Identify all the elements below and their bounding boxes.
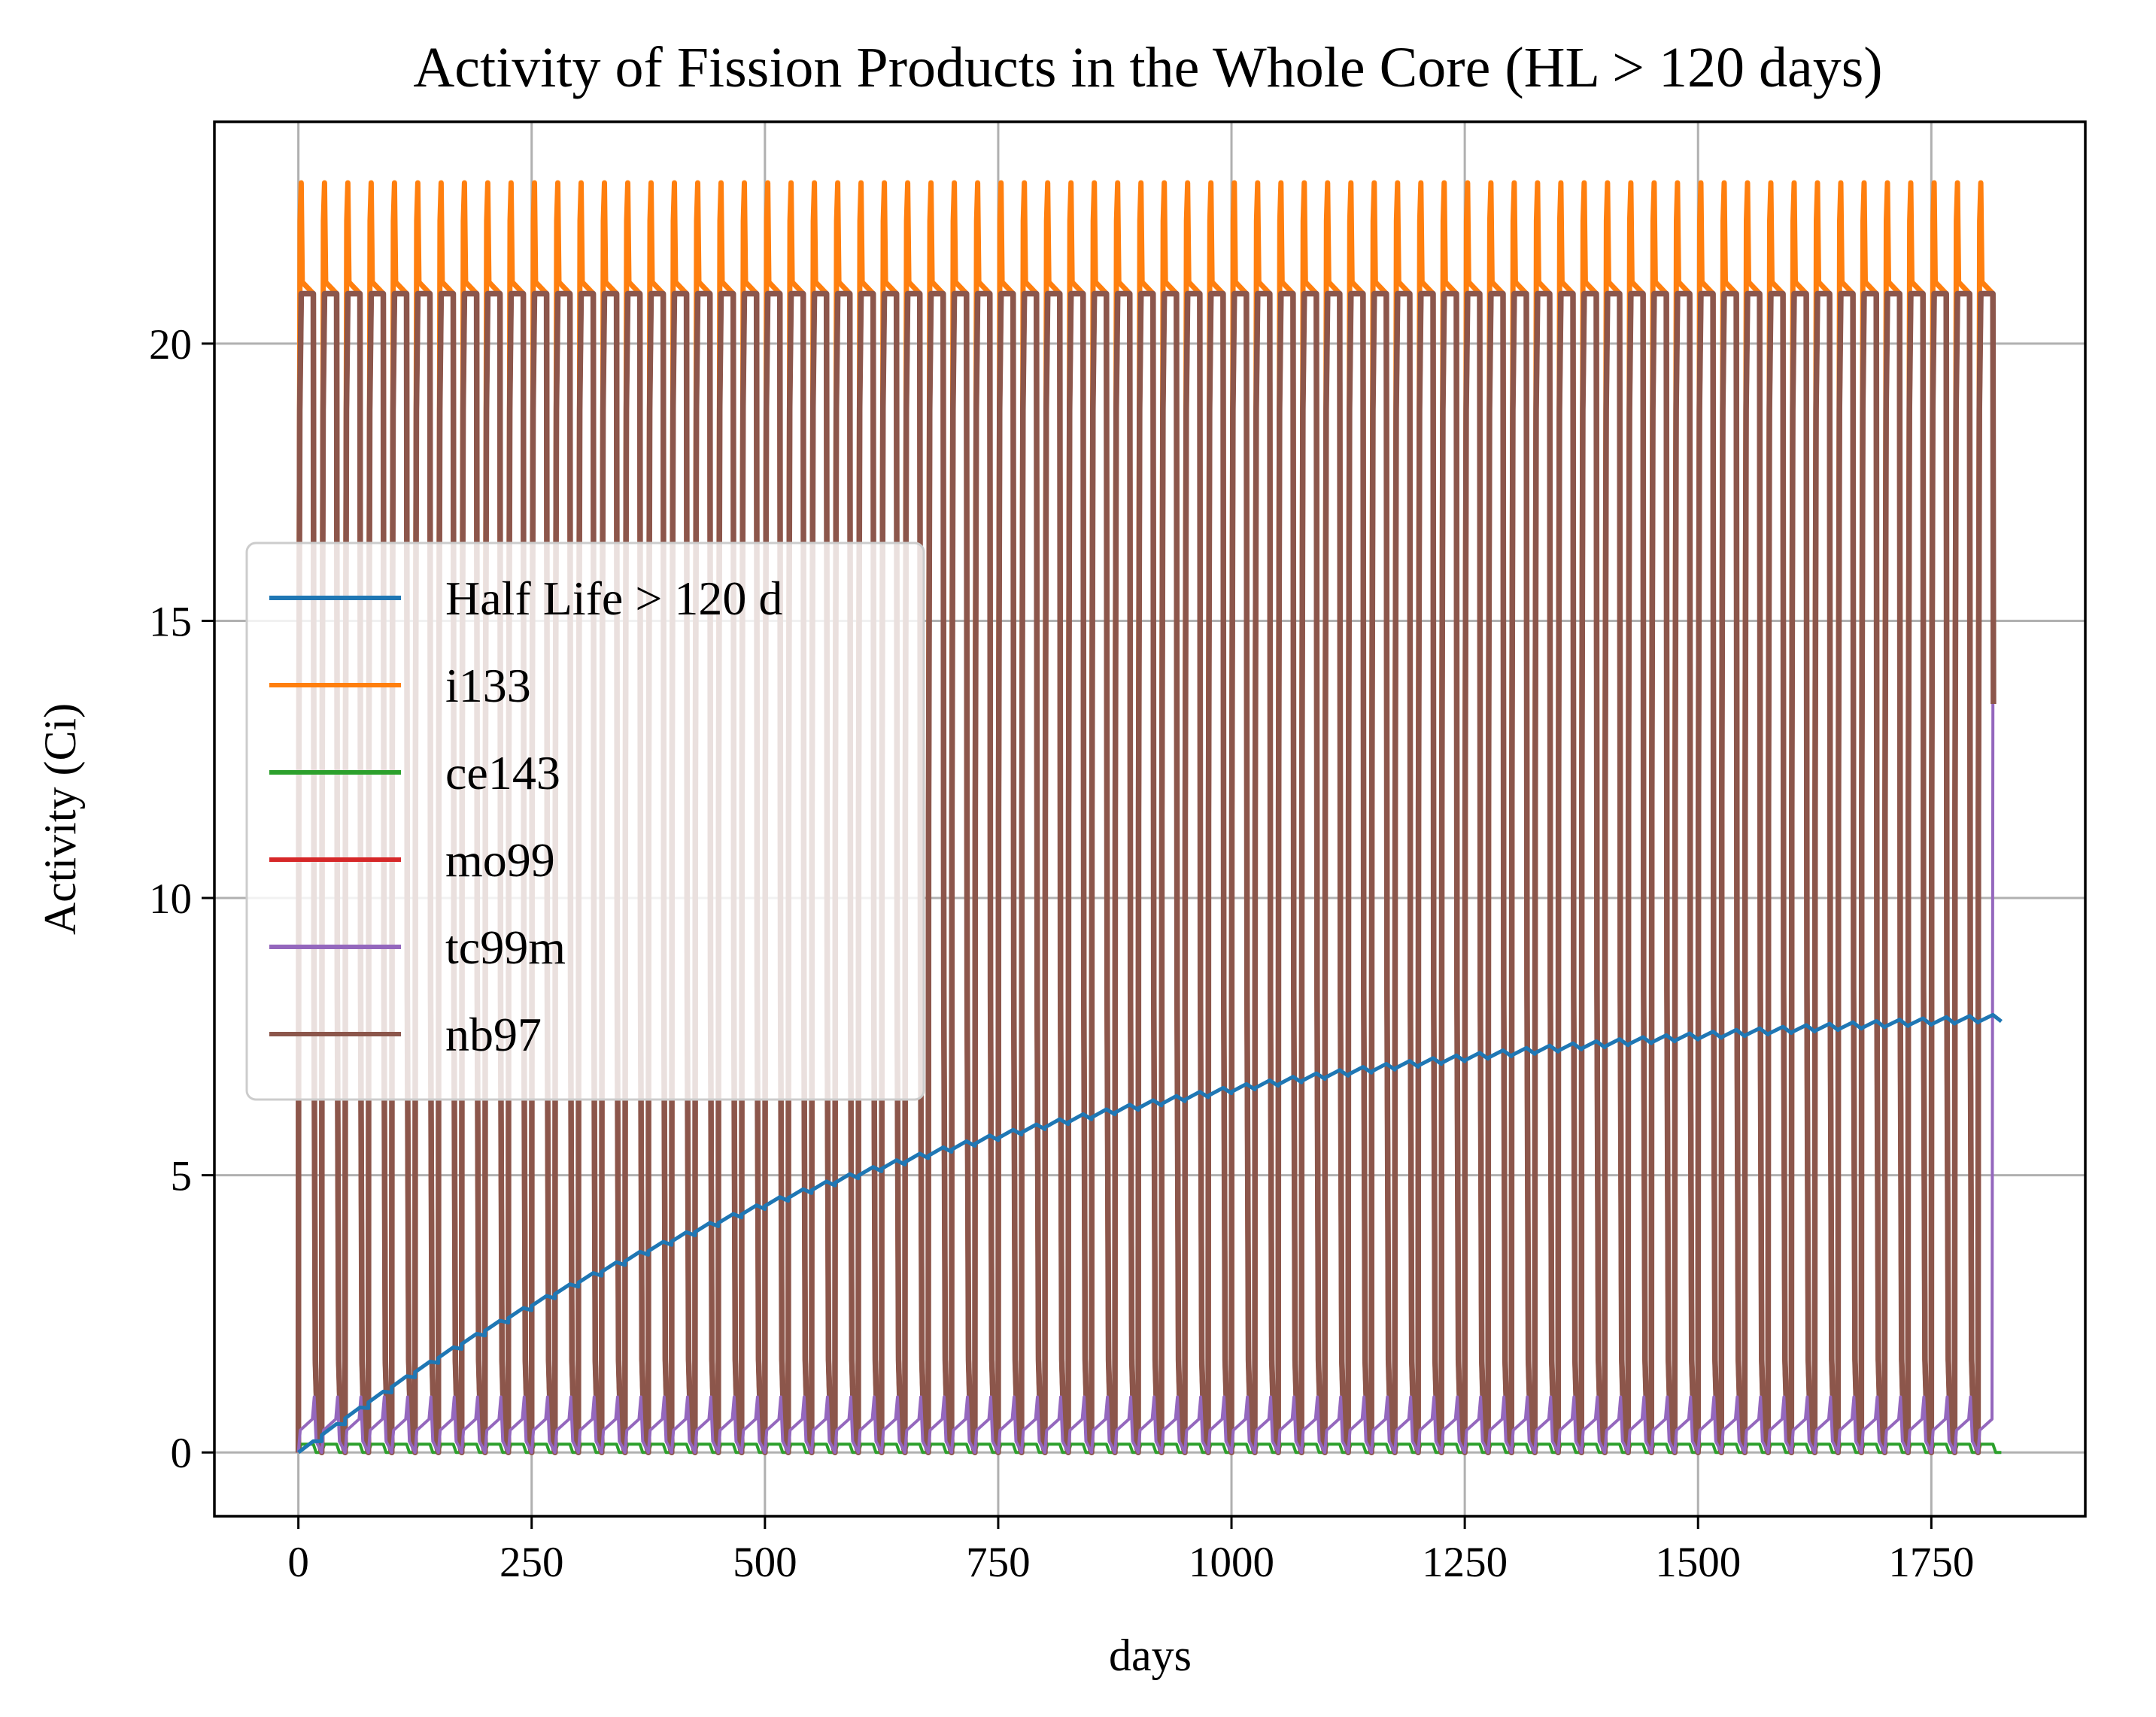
legend-label: nb97 <box>445 1008 542 1061</box>
y-tick-label: 5 <box>171 1153 193 1200</box>
legend: Half Life > 120 d i133 ce143 mo99 tc99m nb97 <box>245 541 925 1101</box>
legend-entry: nb97 <box>269 1008 542 1061</box>
legend-label: Half Life > 120 d <box>445 572 782 625</box>
legend-entry: mo99 <box>269 833 555 887</box>
y-tick-label: 0 <box>171 1430 193 1477</box>
x-tick-label: 0 <box>287 1539 309 1586</box>
y-tick-label: 15 <box>149 598 192 645</box>
x-tick-label: 250 <box>500 1539 564 1586</box>
chart-title: Activity of Fission Products in the Whol… <box>413 36 1882 99</box>
legend-label: mo99 <box>445 833 555 887</box>
x-tick-label: 1000 <box>1189 1539 1274 1586</box>
legend-entry: ce143 <box>269 746 560 799</box>
legend-box <box>245 541 925 1101</box>
x-tick-label: 1750 <box>1888 1539 1974 1586</box>
series-line-tc99m <box>296 703 1995 1455</box>
y-tick-label: 20 <box>149 321 192 369</box>
legend-entry: tc99m <box>269 921 566 974</box>
series-line-half-life-120-d <box>297 1012 2003 1455</box>
legend-entry: Half Life > 120 d <box>269 572 782 625</box>
x-tick-label: 1500 <box>1655 1539 1741 1586</box>
x-tick-label: 1250 <box>1422 1539 1508 1586</box>
y-axis-label: Activity (Ci) <box>35 703 85 935</box>
plot-frame <box>213 120 2087 1518</box>
legend-label: tc99m <box>445 921 566 974</box>
y-tick-label: 10 <box>149 875 192 923</box>
x-axis-label: days <box>1109 1631 1192 1680</box>
legend-entry: i133 <box>269 659 531 712</box>
x-tick-label: 500 <box>733 1539 797 1586</box>
x-tick-label: 750 <box>966 1539 1031 1586</box>
ticks: 0 250 500 750 1000 1250 1500 1750 0 5 10 15 20 <box>149 321 1974 1586</box>
legend-label: ce143 <box>445 746 560 799</box>
legend-label: i133 <box>445 659 531 712</box>
